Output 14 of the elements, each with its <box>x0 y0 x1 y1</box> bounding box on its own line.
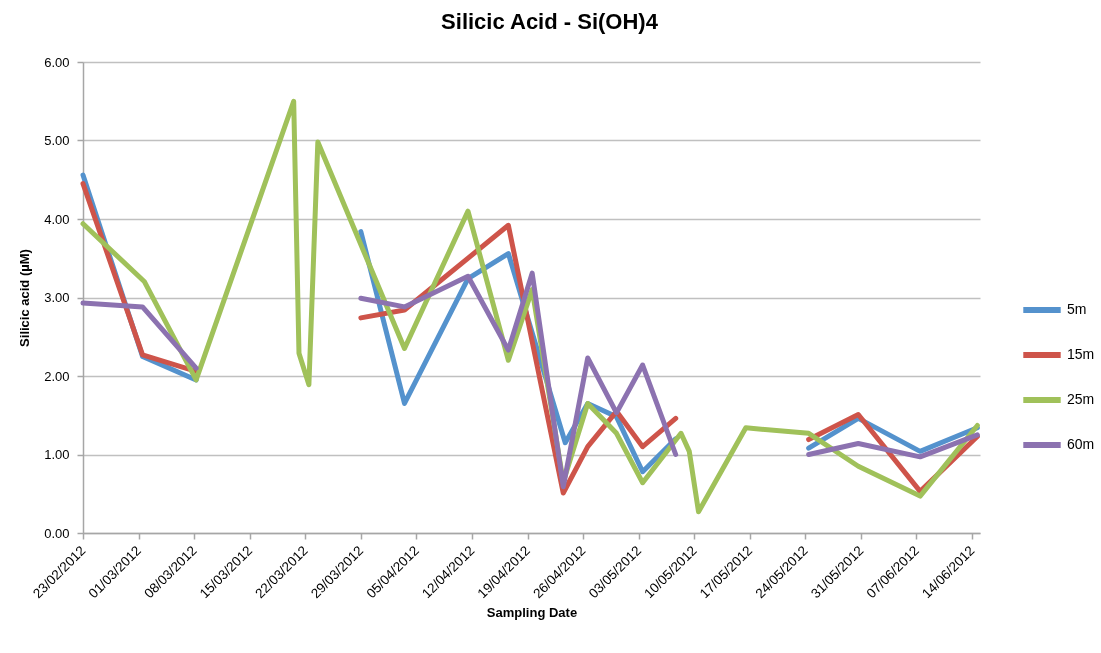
y-tick-label: 1.00 <box>44 447 70 462</box>
legend-label: 5m <box>1067 301 1087 318</box>
y-tick-label: 2.00 <box>44 368 70 384</box>
legend-label: 25m <box>1067 391 1095 408</box>
y-tick-label: 5.00 <box>44 133 70 148</box>
y-axis-title: Silicic acid (µM) <box>17 249 33 347</box>
legend-label: 15m <box>1067 346 1095 363</box>
y-tick-label: 3.00 <box>44 290 70 305</box>
legend-label: 60m <box>1067 436 1095 453</box>
y-tick-label: 6.00 <box>44 54 70 70</box>
chart-title: Silicic Acid - Si(OH)4 <box>441 9 659 34</box>
x-axis-title: Sampling Date <box>486 604 578 620</box>
y-tick-label: 4.00 <box>44 211 70 227</box>
y-tick-label: 0.00 <box>44 525 70 541</box>
